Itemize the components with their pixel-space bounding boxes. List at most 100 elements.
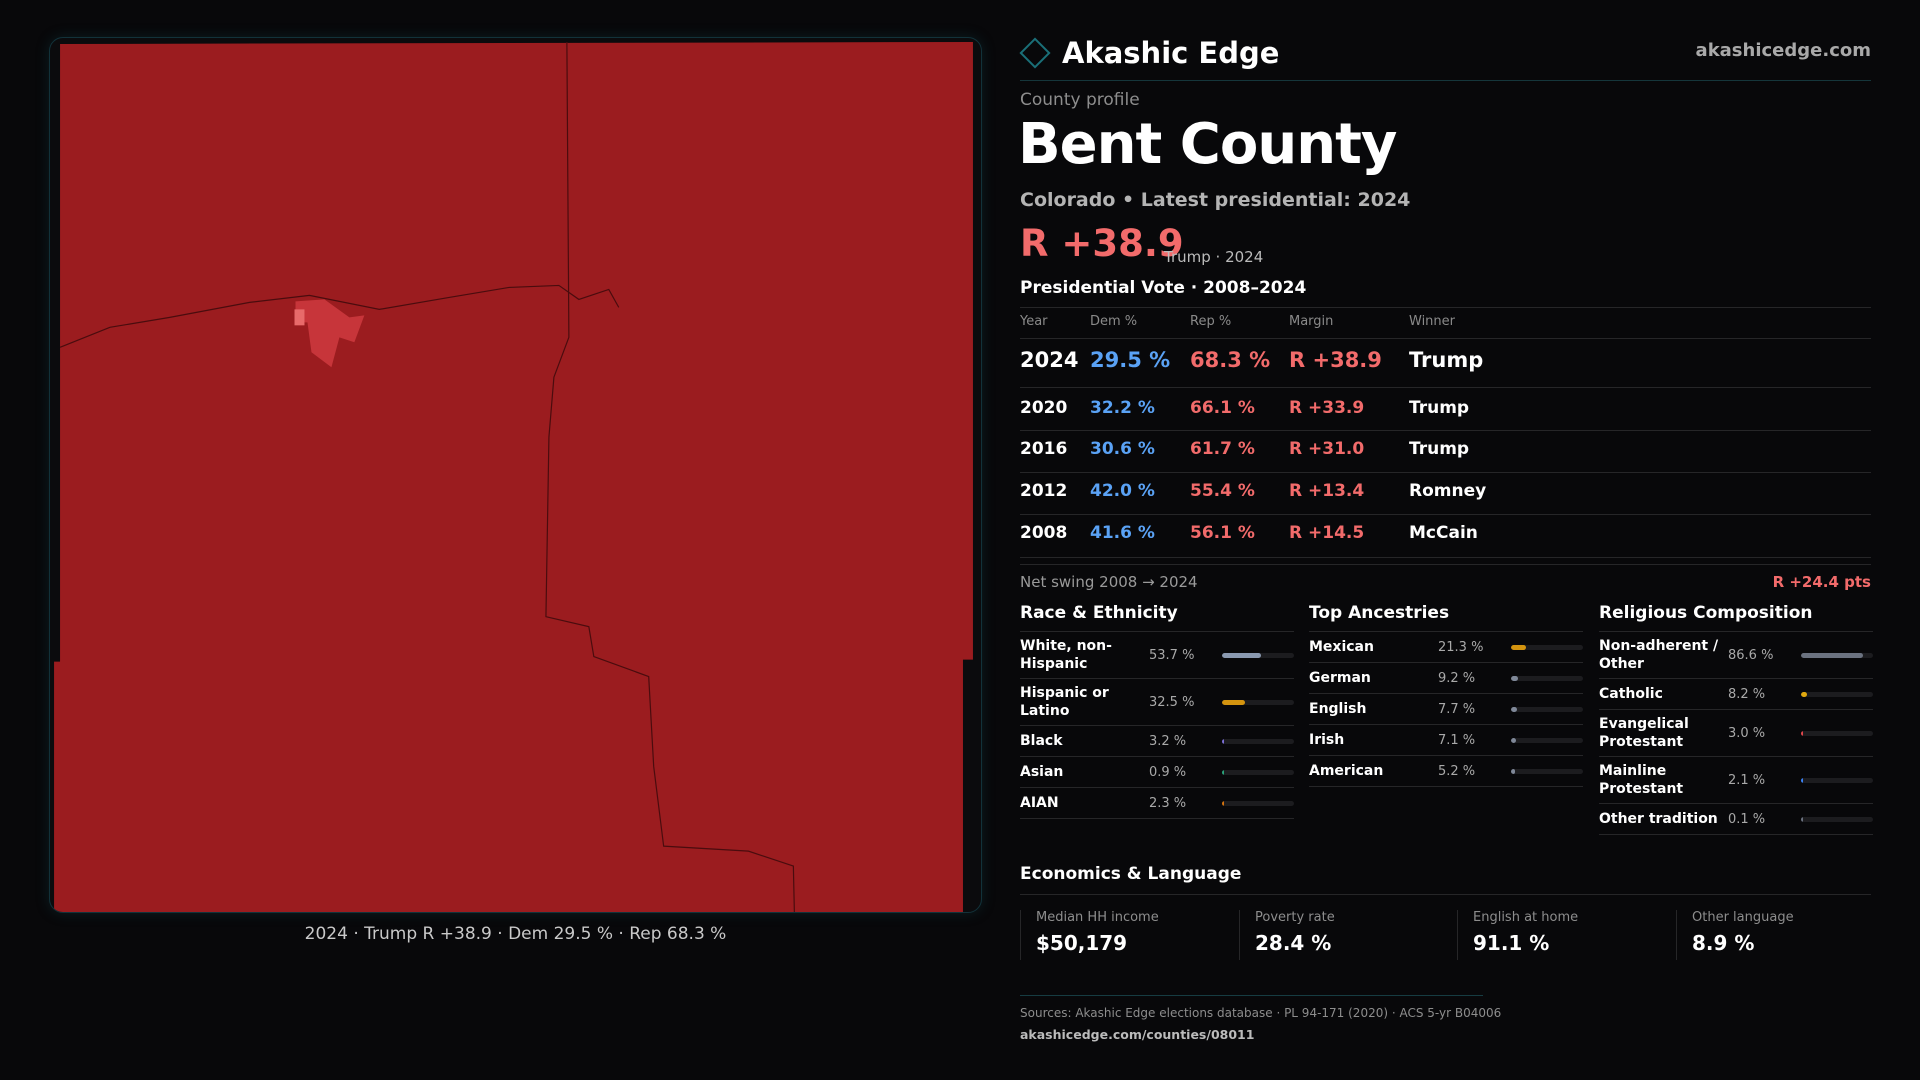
- county-shape[interactable]: [54, 41, 973, 912]
- cell-margin: R +31.0: [1289, 439, 1365, 459]
- stat-3: Other language 8.9 %: [1676, 910, 1794, 960]
- group-title: Religious Composition: [1599, 603, 1873, 632]
- item-bar-fill: [1222, 800, 1224, 806]
- table-divider: [1020, 338, 1871, 339]
- site-link[interactable]: akashicedge.com: [1695, 40, 1871, 61]
- item-pct: 2.1 %: [1728, 772, 1766, 788]
- item-bar: [1801, 691, 1873, 697]
- stat-2: English at home 91.1 %: [1457, 910, 1578, 960]
- list-item: Evangelical Protestant 3.0 %: [1599, 710, 1873, 757]
- item-label: American: [1309, 763, 1384, 779]
- cell-dem: 41.6 %: [1090, 523, 1155, 543]
- item-bar: [1511, 737, 1583, 743]
- town-highlight: [294, 309, 305, 326]
- item-bar-fill: [1801, 652, 1864, 658]
- profile-label: County profile: [1020, 90, 1140, 110]
- cell-rep: 55.4 %: [1190, 481, 1255, 501]
- item-bar-fill: [1801, 777, 1803, 783]
- stat-value: $50,179: [1036, 931, 1128, 955]
- headline-margin: R +38.9: [1020, 222, 1184, 265]
- item-label: Black: [1020, 733, 1063, 749]
- item-pct: 7.1 %: [1438, 732, 1476, 748]
- list-item: Other tradition 0.1 %: [1599, 804, 1873, 835]
- list-item: Hispanic or Latino 32.5 %: [1020, 679, 1294, 726]
- table-divider: [1020, 514, 1871, 515]
- col-header-winner: Winner: [1409, 314, 1456, 329]
- col-header-margin: Margin: [1289, 314, 1334, 329]
- cell-rep: 68.3 %: [1190, 348, 1271, 372]
- stat-label: English at home: [1473, 910, 1579, 925]
- pres-heading: Presidential Vote · 2008–2024: [1020, 278, 1307, 298]
- brand-logo[interactable]: Akashic Edge: [1019, 36, 1280, 70]
- group-2: Religious Composition Non-adherent / Othe…: [1599, 603, 1873, 835]
- item-bar-fill: [1511, 737, 1517, 743]
- item-label: AIAN: [1020, 795, 1059, 811]
- list-item: AIAN 2.3 %: [1020, 788, 1294, 819]
- item-bar-fill: [1222, 769, 1224, 775]
- cell-rep: 56.1 %: [1190, 523, 1255, 543]
- item-pct: 7.7 %: [1438, 701, 1476, 717]
- item-bar-fill: [1222, 652, 1261, 658]
- list-item: Mexican 21.3 %: [1309, 632, 1583, 663]
- item-bar: [1801, 730, 1873, 736]
- item-label: Evangelical Protestant: [1599, 716, 1689, 750]
- item-bar: [1511, 768, 1583, 774]
- map-caption: 2024 · Trump R +38.9 · Dem 29.5 % · Rep …: [304, 924, 727, 944]
- table-divider: [1020, 387, 1871, 388]
- table-divider: [1020, 307, 1871, 308]
- table-divider: [1020, 564, 1871, 565]
- sources: Sources: Akashic Edge elections database…: [1020, 1006, 1502, 1020]
- list-item: American 5.2 %: [1309, 756, 1583, 787]
- list-item: German 9.2 %: [1309, 663, 1583, 694]
- cell-winner: Trump: [1409, 398, 1470, 418]
- cell-dem: 42.0 %: [1090, 481, 1155, 501]
- col-header-dem: Dem %: [1090, 314, 1138, 329]
- item-bar: [1511, 706, 1583, 712]
- item-pct: 5.2 %: [1438, 763, 1476, 779]
- cell-year: 2024: [1020, 348, 1079, 372]
- stat-label: Poverty rate: [1255, 910, 1335, 925]
- item-pct: 0.9 %: [1149, 764, 1187, 780]
- col-header-rep: Rep %: [1190, 314, 1232, 329]
- town-shape[interactable]: [295, 299, 365, 368]
- item-pct: 32.5 %: [1149, 694, 1195, 710]
- table-divider: [1020, 430, 1871, 431]
- swing-label: Net swing 2008 → 2024: [1020, 573, 1198, 591]
- stat-value: 91.1 %: [1473, 931, 1550, 955]
- cell-year: 2016: [1020, 439, 1068, 459]
- list-item: Irish 7.1 %: [1309, 725, 1583, 756]
- item-label: German: [1309, 670, 1371, 686]
- header-divider: [1020, 80, 1871, 81]
- cell-year: 2020: [1020, 398, 1068, 418]
- list-item: Asian 0.9 %: [1020, 757, 1294, 788]
- cell-margin: R +38.9: [1289, 348, 1382, 372]
- cell-dem: 30.6 %: [1090, 439, 1155, 459]
- item-bar-fill: [1222, 738, 1225, 744]
- cell-dem: 32.2 %: [1090, 398, 1155, 418]
- item-pct: 86.6 %: [1728, 647, 1774, 663]
- list-item: English 7.7 %: [1309, 694, 1583, 725]
- item-label: Hispanic or Latino: [1020, 685, 1109, 719]
- item-pct: 21.3 %: [1438, 639, 1484, 655]
- item-label: Mainline Protestant: [1599, 763, 1684, 797]
- cell-winner: Romney: [1409, 481, 1487, 501]
- county-map-svg: [54, 41, 973, 912]
- swing-value: R +24.4 pts: [1772, 573, 1871, 591]
- item-label: Asian: [1020, 764, 1064, 780]
- item-pct: 3.0 %: [1728, 725, 1766, 741]
- item-bar: [1222, 699, 1294, 705]
- county-url[interactable]: akashicedge.com/counties/08011: [1020, 1027, 1255, 1042]
- cell-margin: R +14.5: [1289, 523, 1365, 543]
- group-0: Race & Ethnicity White, non-Hispanic 53.7 …: [1020, 603, 1294, 819]
- group-1: Top Ancestries Mexican 21.3 % German 9.2 % En…: [1309, 603, 1583, 787]
- item-bar: [1511, 644, 1583, 650]
- cell-rep: 66.1 %: [1190, 398, 1255, 418]
- brand-name: Akashic Edge: [1062, 36, 1280, 70]
- list-item: Non-adherent / Other 86.6 %: [1599, 632, 1873, 679]
- item-label: Non-adherent / Other: [1599, 638, 1719, 672]
- diamond-logo-icon: [1019, 37, 1051, 69]
- item-pct: 53.7 %: [1149, 647, 1195, 663]
- list-item: Mainline Protestant 2.1 %: [1599, 757, 1873, 804]
- county-map[interactable]: [49, 37, 982, 913]
- item-bar: [1801, 652, 1873, 658]
